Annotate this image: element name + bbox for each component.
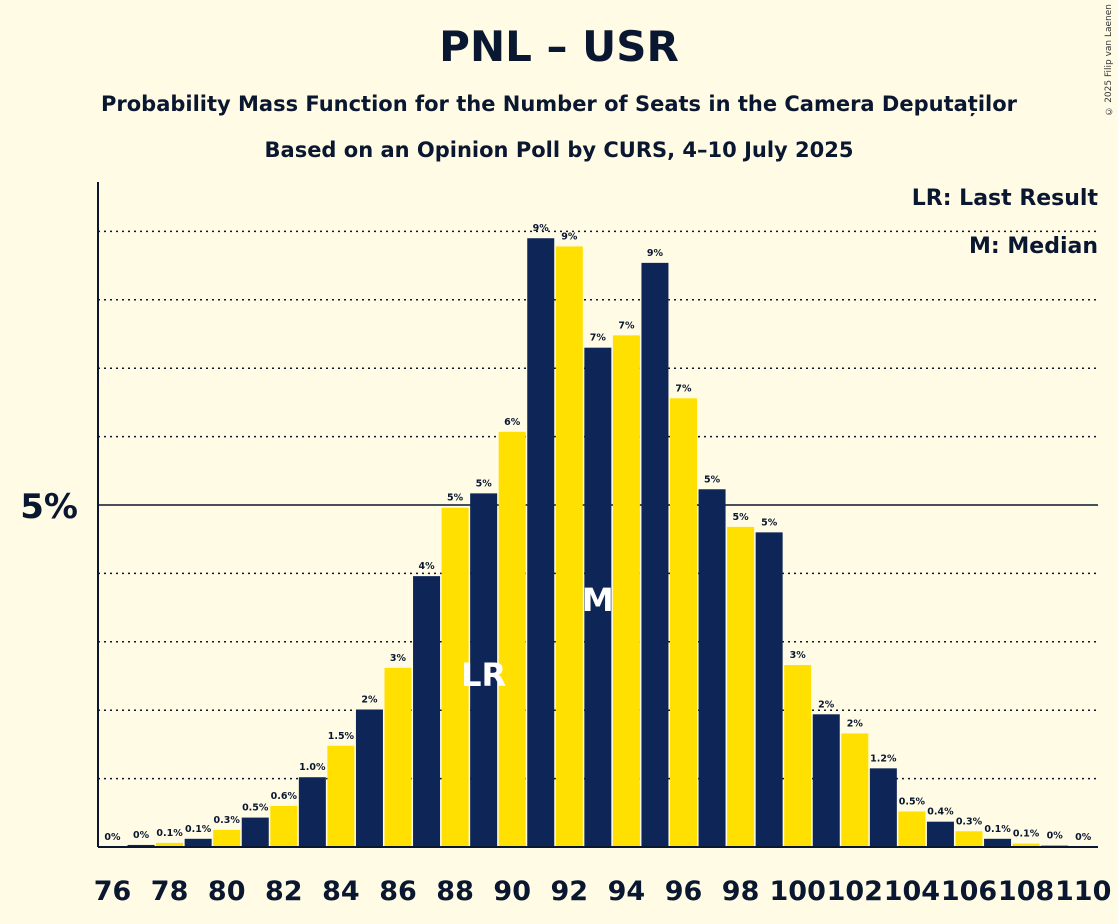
bar xyxy=(384,667,412,847)
data-label: 7% xyxy=(618,320,635,331)
x-tick-label: 90 xyxy=(493,876,531,907)
bar xyxy=(413,576,441,847)
bar xyxy=(470,493,498,847)
data-label: 3% xyxy=(790,650,807,661)
data-label: 5% xyxy=(704,474,721,485)
bar xyxy=(670,398,697,847)
x-tick-label: 92 xyxy=(551,876,589,907)
bar xyxy=(784,665,812,847)
bar xyxy=(898,811,926,847)
bar xyxy=(555,246,583,847)
bar xyxy=(327,745,355,847)
x-tick-label: 106 xyxy=(941,876,997,907)
bar xyxy=(727,526,755,847)
data-label: 2% xyxy=(361,695,378,706)
data-label: 0.1% xyxy=(1013,829,1040,840)
data-label: 0.3% xyxy=(956,816,983,827)
x-tick-label: 94 xyxy=(608,876,646,907)
data-label: 9% xyxy=(561,231,578,242)
data-label: 7% xyxy=(590,333,607,344)
x-tick-label: 100 xyxy=(770,876,826,907)
bar xyxy=(584,347,612,847)
data-label: 0% xyxy=(104,832,121,843)
bar xyxy=(127,844,155,847)
data-label: 0% xyxy=(133,830,150,841)
data-label: 9% xyxy=(647,248,664,259)
x-tick-label: 102 xyxy=(827,876,883,907)
bar xyxy=(612,335,640,847)
bar xyxy=(926,821,954,847)
data-label: 0.6% xyxy=(271,791,298,802)
x-tick-label: 98 xyxy=(722,876,760,907)
x-tick-label: 76 xyxy=(94,876,132,907)
bar xyxy=(156,842,184,847)
legend-last-result: LR: Last Result xyxy=(911,186,1098,211)
chart-title: PNL – USR xyxy=(439,22,679,71)
data-label: 0.5% xyxy=(899,796,926,807)
bar xyxy=(355,709,383,847)
y-tick-label: 5% xyxy=(20,487,78,527)
data-label: 6% xyxy=(504,417,521,428)
x-tick-label: 110 xyxy=(1055,876,1111,907)
bar xyxy=(955,831,983,847)
data-label: 0.5% xyxy=(242,803,269,814)
data-label: 1.2% xyxy=(870,753,897,764)
data-label: 3% xyxy=(390,653,407,664)
bar xyxy=(641,262,669,847)
bar xyxy=(984,838,1012,847)
bar xyxy=(213,829,241,847)
data-label: 0.1% xyxy=(185,824,212,835)
data-label: 0% xyxy=(1047,831,1064,842)
data-label: 0% xyxy=(1075,832,1092,843)
marker-label: LR xyxy=(461,656,506,694)
x-tick-label: 84 xyxy=(322,876,360,907)
x-tick-label: 104 xyxy=(884,876,940,907)
chart-subtitle: Probability Mass Function for the Number… xyxy=(100,92,1017,116)
data-label: 2% xyxy=(847,718,864,729)
x-tick-label: 80 xyxy=(208,876,246,907)
bar xyxy=(441,507,469,847)
data-label: 5% xyxy=(447,493,464,504)
bar xyxy=(527,238,555,848)
data-label: 0.4% xyxy=(927,807,954,818)
data-label: 7% xyxy=(675,383,692,394)
data-label: 2% xyxy=(818,699,835,710)
x-tick-label: 82 xyxy=(265,876,303,907)
data-label: 0.1% xyxy=(156,828,183,839)
data-label: 5% xyxy=(761,517,778,528)
x-tick-label: 96 xyxy=(665,876,703,907)
bar xyxy=(498,431,526,847)
x-tick-label: 88 xyxy=(436,876,474,907)
legend-median: M: Median xyxy=(969,234,1098,259)
bar xyxy=(755,532,783,847)
bar xyxy=(184,838,212,847)
data-label: 0.3% xyxy=(214,815,241,826)
bar xyxy=(298,777,326,847)
bar xyxy=(241,817,269,847)
x-tick-label: 108 xyxy=(998,876,1054,907)
bar xyxy=(869,768,897,847)
data-label: 1.5% xyxy=(328,731,355,742)
x-tick-label: 86 xyxy=(379,876,417,907)
data-label: 1.0% xyxy=(299,762,326,773)
bar xyxy=(812,714,840,847)
x-tick-label: 78 xyxy=(151,876,189,907)
data-label: 5% xyxy=(476,478,493,489)
data-label: 4% xyxy=(418,561,435,572)
marker-label: M xyxy=(582,581,614,619)
data-label: 9% xyxy=(533,223,550,234)
chart-source: Based on an Opinion Poll by CURS, 4–10 J… xyxy=(264,138,854,162)
bar xyxy=(698,489,726,847)
data-label: 5% xyxy=(733,512,750,523)
bar xyxy=(1012,843,1040,847)
bar xyxy=(841,733,869,847)
data-label: 0.1% xyxy=(984,824,1011,835)
bar xyxy=(270,805,298,847)
